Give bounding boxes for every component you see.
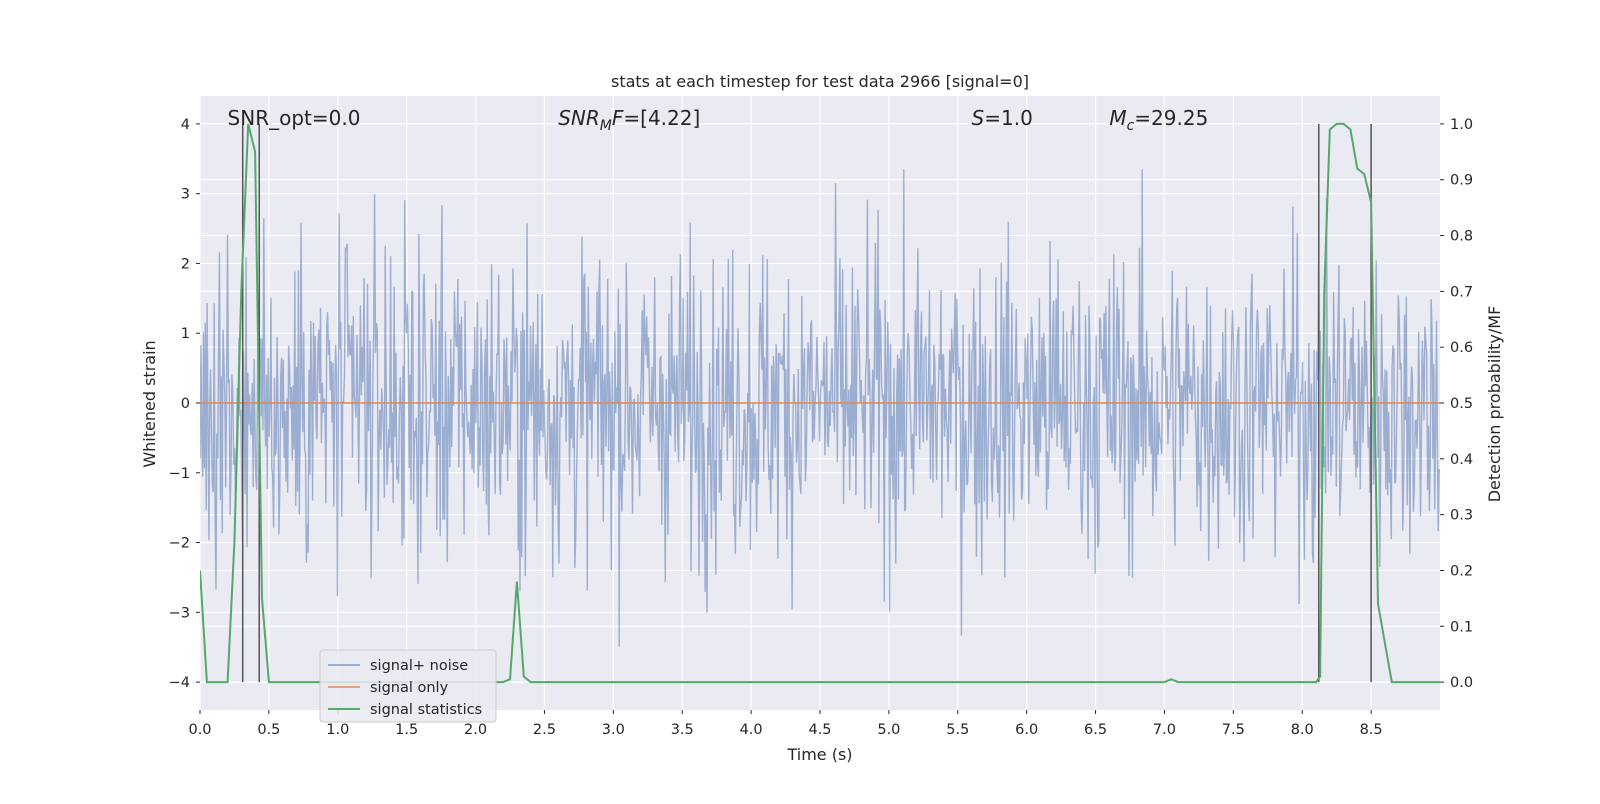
- y-left-tick-label-2: −2: [169, 536, 190, 552]
- y-left-tick-label-5: 1: [181, 326, 190, 342]
- y-left-tick-label-6: 2: [181, 256, 190, 272]
- y-right-tick-label-4: 0.4: [1450, 452, 1473, 468]
- legend-label-noise: signal+ noise: [370, 658, 468, 674]
- legend: signal+ noise signal only signal statist…: [319, 649, 497, 723]
- annotation-2: S=1.0: [972, 106, 1033, 130]
- y-right-tick-label-2: 0.2: [1450, 563, 1473, 579]
- y-axis-right-label: Detection probability/MF: [1485, 306, 1504, 503]
- y-right-tick-label-10: 1.0: [1450, 117, 1473, 133]
- x-tick-label-6: 3.0: [602, 722, 625, 738]
- x-axis-ticks: 0.0 0.5 1.0 1.5 2.0 2.5 3.0 3.5 4.0 4.5 5.0 5.5 6.0 6…: [188, 710, 1383, 738]
- y-right-tick-label-5: 0.5: [1450, 396, 1473, 412]
- x-tick-label-0: 0.0: [188, 722, 211, 738]
- x-axis-label: Time (s): [786, 745, 852, 764]
- x-tick-label-3: 1.5: [395, 722, 418, 738]
- y-axis-left-ticks: −4 −3 −2 −1 0 1 2 3 4: [169, 117, 200, 691]
- x-tick-label-2: 1.0: [326, 722, 349, 738]
- x-tick-label-9: 4.5: [808, 722, 831, 738]
- annotation-1: SNRMF=[4.22]: [558, 106, 700, 134]
- legend-box: [319, 649, 497, 723]
- x-tick-label-11: 5.5: [946, 722, 969, 738]
- y-left-tick-label-1: −3: [169, 605, 190, 621]
- data-layer: [200, 169, 1440, 647]
- y-right-tick-label-9: 0.9: [1450, 173, 1473, 189]
- x-tick-label-16: 8.0: [1291, 722, 1314, 738]
- x-tick-label-12: 6.0: [1015, 722, 1038, 738]
- chart-title: stats at each timestep for test data 296…: [611, 72, 1029, 91]
- y-right-tick-label-7: 0.7: [1450, 284, 1473, 300]
- y-right-tick-label-6: 0.6: [1450, 340, 1473, 356]
- legend-label-signal: signal only: [370, 680, 449, 696]
- x-tick-label-15: 7.5: [1222, 722, 1245, 738]
- y-left-tick-label-4: 0: [181, 396, 190, 412]
- y-right-tick-label-1: 0.1: [1450, 619, 1473, 635]
- y-right-tick-label-3: 0.3: [1450, 508, 1473, 524]
- legend-label-stats: signal statistics: [370, 702, 482, 718]
- annotations: SNR_opt=0.0 SNRMF=[4.22] S=1.0 Mc=29.25: [228, 106, 1209, 134]
- x-tick-label-1: 0.5: [257, 722, 280, 738]
- x-tick-label-4: 2.0: [464, 722, 487, 738]
- annotation-0: SNR_opt=0.0: [228, 106, 361, 130]
- x-tick-label-8: 4.0: [740, 722, 763, 738]
- x-tick-label-14: 7.0: [1153, 722, 1176, 738]
- series-signal-statistics: [200, 122, 1440, 684]
- y-axis-right-ticks: 0.0 0.1 0.2 0.3 0.4 0.5 0.6 0.7 0.8 0.9 1.0: [1440, 117, 1473, 691]
- y-right-tick-label-8: 0.8: [1450, 229, 1473, 245]
- annotation-3: Mc=29.25: [1109, 106, 1208, 134]
- y-left-tick-label-3: −1: [169, 466, 190, 482]
- x-tick-label-7: 3.5: [671, 722, 694, 738]
- x-tick-label-10: 5.0: [877, 722, 900, 738]
- y-axis-left-label: Whitened strain: [140, 340, 159, 467]
- y-left-tick-label-0: −4: [169, 675, 190, 691]
- y-left-tick-label-8: 4: [181, 117, 190, 133]
- series-signal-noise: [200, 169, 1440, 647]
- x-tick-label-13: 6.5: [1084, 722, 1107, 738]
- y-right-tick-label-0: 0.0: [1450, 675, 1473, 691]
- x-tick-label-17: 8.5: [1360, 722, 1383, 738]
- stats-layer: [200, 122, 1440, 684]
- y-left-tick-label-7: 3: [181, 187, 190, 203]
- x-tick-label-5: 2.5: [533, 722, 556, 738]
